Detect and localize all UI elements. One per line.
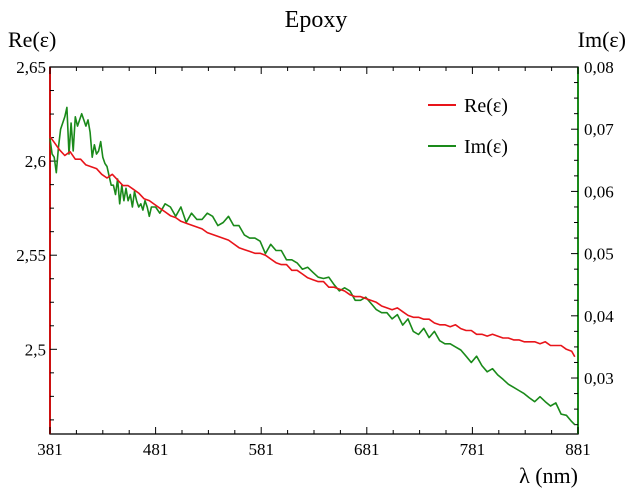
x-tick-label: 481 bbox=[143, 440, 169, 459]
legend: Re(ε) Im(ε) bbox=[428, 95, 508, 158]
series-line-im bbox=[49, 106, 576, 426]
legend-label-im: Im(ε) bbox=[464, 136, 508, 158]
chart-title: Epoxy bbox=[285, 7, 348, 33]
left-axis-title: Re(ε) bbox=[8, 27, 56, 52]
y-right-tick-label: 0,07 bbox=[584, 120, 614, 139]
right-axis-title: Im(ε) bbox=[578, 27, 626, 52]
series-line-re bbox=[49, 136, 576, 358]
series-layer bbox=[49, 106, 576, 426]
legend-label-re: Re(ε) bbox=[464, 95, 508, 117]
y-left-tick-label: 2,5 bbox=[25, 340, 46, 359]
y-left-tick-label: 2,55 bbox=[16, 246, 46, 265]
x-tick-label: 581 bbox=[248, 440, 274, 459]
y-right-tick-label: 0,08 bbox=[584, 58, 614, 77]
x-tick-label: 781 bbox=[460, 440, 486, 459]
plot-frame bbox=[49, 66, 579, 435]
x-tick-label: 881 bbox=[565, 440, 591, 459]
x-tick-label: 681 bbox=[354, 440, 380, 459]
y-right-tick-label: 0,06 bbox=[584, 182, 614, 201]
x-axis-title: λ (nm) bbox=[519, 463, 578, 488]
y-right-tick-label: 0,04 bbox=[584, 307, 614, 326]
y-right-tick-label: 0,03 bbox=[584, 369, 614, 388]
y-right-tick-label: 0,05 bbox=[584, 245, 614, 264]
y-left-tick-label: 2,6 bbox=[25, 152, 46, 171]
y-left-tick-label: 2,65 bbox=[16, 58, 46, 77]
ticks-layer: 381 481 581 681 781 881 2,5 2,55 2,6 2,65 0,03 0,04… bbox=[16, 58, 614, 459]
x-tick-label: 381 bbox=[37, 440, 63, 459]
